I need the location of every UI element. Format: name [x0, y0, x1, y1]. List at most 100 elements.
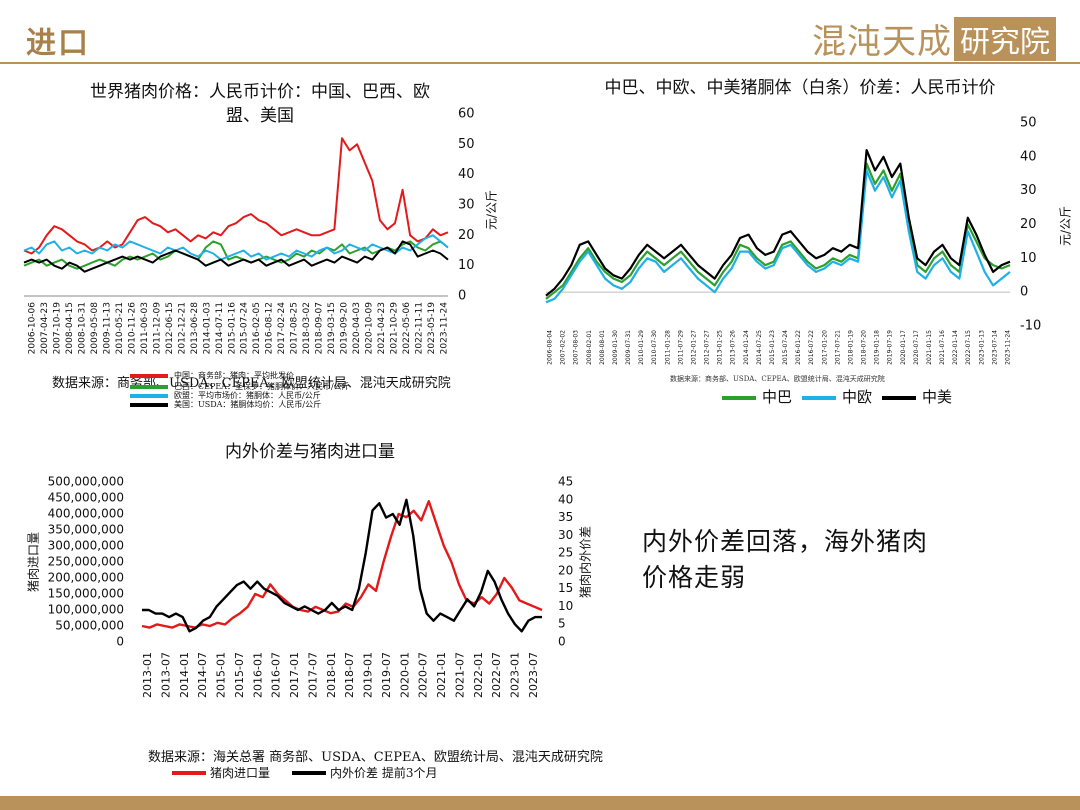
chart-c-y-right-tick: 45	[558, 475, 573, 489]
chart-b-y-tick: 0	[1020, 285, 1028, 300]
chart-b-x-tick: 2023-01-13	[978, 330, 985, 365]
summary-note: 内外价差回落，海外猪肉 价格走弱	[642, 524, 992, 596]
legend-item-cu: 中美	[882, 386, 952, 407]
chart-c-y-left-tick: 350,000,000	[48, 523, 124, 537]
chart-b-x-tick: 2007-08-03	[573, 330, 580, 365]
chart-a-x-tick: 2020-10-09	[365, 302, 375, 355]
chart-b-y-tick: 50	[1020, 116, 1037, 131]
chart-b-x-tick: 2020-07-17	[913, 330, 920, 365]
legend-swatch	[130, 384, 168, 389]
chart-c-x-tick: 2023-07	[527, 652, 540, 698]
chart-c-y-right-tick: 40	[558, 492, 573, 506]
chart-b-x-tick: 2017-07-21	[834, 330, 841, 365]
chart-b-x-tick: 2012-07-27	[704, 330, 711, 365]
chart-a-x-tick: 2009-05-08	[90, 302, 100, 355]
chart-a-x-tick: 2017-08-25	[290, 302, 300, 354]
legend-swatch	[130, 402, 168, 407]
legend-label: 内外价差 提前3个月	[330, 766, 438, 780]
chart-b-x-tick: 2017-01-20	[821, 330, 828, 365]
legend-item-ce: 中欧	[802, 386, 872, 407]
footer-bar	[0, 796, 1080, 810]
chart-c-x-tick: 2015-07	[233, 652, 246, 698]
header-divider	[0, 62, 1080, 64]
chart-b-x-tick: 2010-07-30	[651, 330, 658, 365]
chart-b-x-tick: 2013-07-26	[730, 330, 737, 365]
chart-b-x-tick: 2016-01-22	[795, 330, 802, 365]
chart-a-x-tick: 2022-05-06	[402, 302, 412, 355]
chart-b-y-tick: 10	[1020, 251, 1037, 266]
chart-a-x-tick: 2011-12-09	[152, 302, 162, 355]
summary-note-line2: 价格走弱	[642, 563, 747, 592]
chart-a-x-tick: 2010-05-21	[115, 302, 125, 354]
chart-b-x-tick: 2009-07-31	[625, 330, 632, 365]
chart-c-x-tick: 2021-01	[435, 652, 448, 698]
chart-b-x-tick: 2009-01-30	[612, 330, 619, 365]
chart-c-x-tick: 2019-07	[380, 652, 393, 698]
chart-a-title: 世界猪肉价格：人民币计价：中国、巴西、欧 盟、美国	[50, 80, 470, 128]
chart-c-title: 内外价差与猪肉进口量	[225, 442, 395, 462]
chart-c-y-right-tick: 5	[558, 617, 566, 631]
chart-b-x-tick: 2021-07-16	[939, 330, 946, 365]
chart-a-series-china	[23, 137, 449, 255]
chart-b-x-tick: 2012-01-27	[690, 330, 697, 365]
chart-b-x-tick: 2015-07-24	[782, 330, 789, 365]
chart-c-y-right-tick: 15	[558, 581, 573, 595]
chart-c-y-left-tick: 250,000,000	[48, 555, 124, 569]
chart-c-x-tick: 2020-07	[417, 652, 430, 698]
legend-swatch	[130, 373, 168, 378]
chart-c-y-left-tick: 400,000,000	[48, 507, 124, 521]
chart-a-y-tick: 20	[458, 228, 475, 243]
legend-swatch	[130, 393, 168, 398]
chart-c-source: 数据来源：海关总署 商务部、USDA、CEPEA、欧盟统计局、混沌天成研究院	[148, 750, 603, 765]
chart-b-x-tick: 2021-01-15	[926, 330, 933, 365]
chart-a-x-tick: 2006-10-06	[28, 302, 38, 355]
legend-swatch	[722, 396, 756, 400]
chart-b-series-中美	[545, 149, 1011, 297]
legend-label: 巴西：CEPEA：圣保罗：猪胴体价：人民币/公斤	[174, 382, 350, 391]
chart-a-x-tick: 2023-05-19	[427, 302, 437, 355]
chart-b-x-tick: 2007-02-02	[560, 330, 567, 365]
chart-c-x-tick: 2013-01	[141, 652, 154, 698]
chart-c-x-tick: 2013-07	[159, 652, 172, 698]
chart-c-x-tick: 2015-01	[215, 652, 228, 698]
chart-c-y-left-tick: 50,000,000	[55, 619, 124, 633]
chart-c-y-left-tick: 300,000,000	[48, 539, 124, 553]
chart-a-x-tick: 2021-10-29	[390, 302, 400, 355]
chart-a-legend-china: 中国：商务部：猪肉：平均批发价	[130, 370, 294, 381]
chart-c-x-tick: 2018-07	[343, 652, 356, 698]
chart-c-x-tick: 2020-01	[398, 652, 411, 698]
chart-a-x-tick: 2018-09-07	[315, 302, 325, 354]
chart-b-series-中欧	[545, 169, 1011, 304]
chart-c-y-left-tick: 450,000,000	[48, 491, 124, 505]
chart-a-x-tick: 2007-04-23	[40, 302, 50, 354]
chart-a-x-tick: 2008-04-15	[65, 302, 75, 354]
chart-a-x-tick: 2021-04-23	[377, 302, 387, 354]
chart-a-series-brazil	[23, 240, 449, 270]
chart-a-x-tick: 2016-02-05	[252, 302, 262, 354]
logo-text-a: 混沌天成	[812, 22, 952, 62]
chart-c-y-left-tick: 150,000,000	[48, 587, 124, 601]
chart-a-y-tick: 50	[458, 137, 475, 152]
chart-a-series-us	[23, 240, 449, 273]
chart-b-x-tick: 2019-01-18	[874, 330, 881, 365]
logo-text-b: 研究院	[954, 16, 1056, 61]
chart-c-y-left-tick: 500,000,000	[48, 475, 124, 489]
legend-swatch	[172, 770, 206, 775]
legend-label: 中欧	[842, 388, 873, 406]
chart-c-x-tick: 2022-01	[472, 652, 485, 698]
chart-c-x-tick: 2017-01	[288, 652, 301, 698]
chart-c-x-tick: 2014-01	[178, 652, 191, 698]
chart-a-x-tick: 2015-07-24	[240, 302, 250, 355]
chart-c-x-tick: 2016-01	[251, 652, 264, 698]
chart-c-x-tick: 2016-07	[270, 652, 283, 698]
chart-b-x-tick: 2023-11-24	[1005, 330, 1012, 365]
chart-a-x-tick: 2014-07-11	[215, 302, 225, 354]
chart-a-x-tick: 2015-01-16	[227, 302, 237, 355]
chart-b-x-tick: 2018-01-19	[847, 330, 854, 365]
chart-c-x-tick: 2018-01	[325, 652, 338, 698]
chart-a-y-tick: 10	[458, 258, 475, 273]
chart-c-series-spread	[142, 498, 542, 633]
chart-c-y-right-tick: 0	[558, 635, 566, 649]
chart-b-x-tick: 2008-02-01	[586, 330, 593, 365]
chart-c-y-right-tick: 20	[558, 563, 573, 577]
